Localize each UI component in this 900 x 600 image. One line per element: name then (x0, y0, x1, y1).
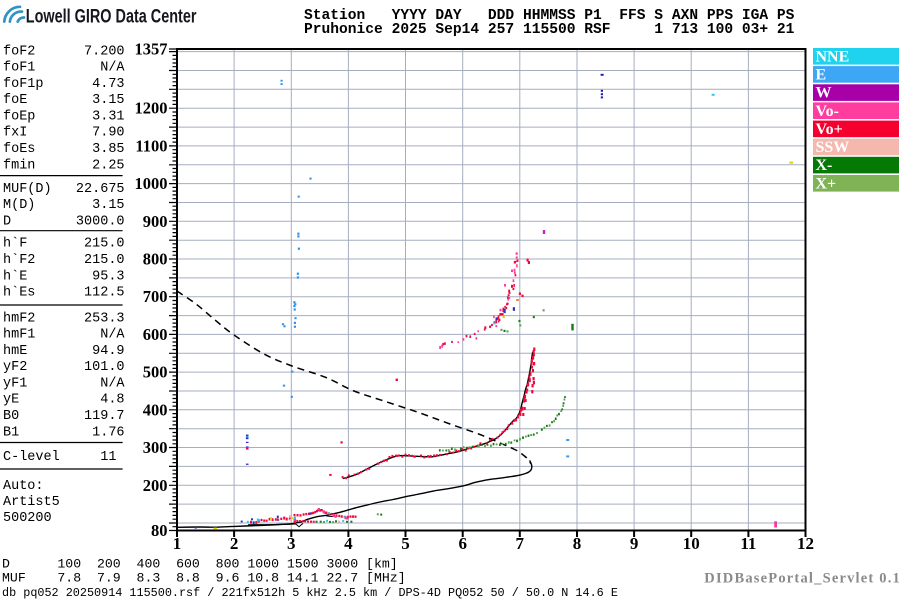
svg-text:DIDBasePortal_Servlet 0.1: DIDBasePortal_Servlet 0.1 (704, 571, 900, 587)
svg-text:900: 900 (143, 212, 168, 231)
svg-text:foEs 3.85: foEs 3.85 (3, 142, 125, 157)
svg-text:1000: 1000 (135, 174, 168, 193)
svg-text:Vo-: Vo- (816, 103, 839, 120)
svg-text:500: 500 (143, 363, 168, 382)
svg-text:foF2 7.200: foF2 7.200 (3, 44, 125, 59)
svg-text:1: 1 (173, 534, 182, 553)
svg-text:10: 10 (683, 534, 700, 553)
svg-text:fxI 7.90: fxI 7.90 (3, 126, 125, 141)
svg-text:5: 5 (401, 534, 410, 553)
svg-text:hmF2 253.3: hmF2 253.3 (3, 311, 125, 326)
svg-text:8: 8 (573, 534, 582, 553)
svg-text:Vo+: Vo+ (816, 121, 843, 138)
svg-text:2: 2 (230, 534, 239, 553)
svg-text:800: 800 (143, 250, 168, 269)
svg-text:foF1 N/A: foF1 N/A (3, 61, 125, 76)
svg-text:600: 600 (143, 325, 168, 344)
svg-text:Auto:: Auto: (3, 479, 44, 494)
svg-text:9: 9 (630, 534, 639, 553)
svg-text:Lowell GIRO Data Center: Lowell GIRO Data Center (26, 4, 197, 27)
svg-text:B1 1.76: B1 1.76 (3, 425, 125, 440)
svg-text:11: 11 (740, 534, 756, 553)
svg-text:500200: 500200 (3, 511, 52, 526)
svg-text:X-: X- (816, 157, 833, 174)
svg-text:E: E (816, 67, 827, 84)
svg-text:D 100 200 400 600 800: D 100 200 400 600 800 1000 1500 3000 [km… (2, 556, 398, 571)
svg-text:Artist5: Artist5 (3, 495, 60, 510)
svg-text:SSW: SSW (816, 139, 850, 156)
svg-text:h`F2 215.0: h`F2 215.0 (3, 253, 125, 268)
svg-text:6: 6 (458, 534, 467, 553)
svg-text:foE 3.15: foE 3.15 (3, 93, 125, 108)
svg-text:400: 400 (143, 400, 168, 419)
svg-text:M(D) 3.15: M(D) 3.15 (3, 198, 125, 213)
svg-text:C-level 11: C-level 11 (3, 450, 116, 465)
svg-text:X+: X+ (816, 175, 837, 192)
svg-text:1100: 1100 (135, 136, 167, 155)
svg-text:4: 4 (344, 534, 353, 553)
svg-text:1200: 1200 (135, 99, 168, 118)
svg-text:MUF(D) 22.675: MUF(D) 22.675 (3, 182, 125, 197)
svg-text:MUF 7.8 7.9 8.3 8.8 9.6: MUF 7.8 7.9 8.3 8.8 9.6 10.8 14.1 22.7 [… (2, 571, 406, 586)
svg-text:300: 300 (143, 438, 168, 457)
svg-text:foF1p 4.73: foF1p 4.73 (3, 77, 125, 92)
svg-text:200: 200 (143, 476, 168, 495)
svg-text:B0 119.7: B0 119.7 (3, 409, 125, 424)
svg-text:h`Es 112.5: h`Es 112.5 (3, 286, 125, 301)
svg-text:NNE: NNE (816, 48, 850, 65)
svg-text:Station YYYY DAY DDD HHMMS: Station YYYY DAY DDD HHMMSS P1 FFS S AXN… (304, 8, 795, 24)
svg-text:12: 12 (797, 534, 814, 553)
svg-text:7: 7 (516, 534, 525, 553)
svg-text:hmF1 N/A: hmF1 N/A (3, 328, 125, 343)
svg-text:Pruhonice 2025 Sep14 257 11550: Pruhonice 2025 Sep14 257 115500 RSF 1 71… (304, 22, 795, 38)
svg-text:700: 700 (143, 287, 168, 306)
svg-text:yF1 N/A: yF1 N/A (3, 376, 125, 391)
svg-text:1357: 1357 (135, 40, 168, 59)
svg-text:yE 4.8: yE 4.8 (3, 393, 125, 408)
svg-text:foEp 3.31: foEp 3.31 (3, 109, 125, 124)
svg-text:yF2 101.0: yF2 101.0 (3, 360, 125, 375)
svg-text:h`E 95.3: h`E 95.3 (3, 269, 125, 284)
svg-text:80: 80 (151, 521, 168, 540)
svg-text:D 3000.0: D 3000.0 (3, 214, 125, 229)
svg-text:3: 3 (287, 534, 296, 553)
svg-text:db pq052 20250914 115500.rsf /: db pq052 20250914 115500.rsf / 221fx512h… (2, 586, 618, 600)
svg-text:hmE 94.9: hmE 94.9 (3, 344, 125, 359)
svg-text:W: W (816, 85, 832, 102)
svg-text:fmin 2.25: fmin 2.25 (3, 158, 125, 173)
svg-text:h`F 215.0: h`F 215.0 (3, 237, 125, 252)
